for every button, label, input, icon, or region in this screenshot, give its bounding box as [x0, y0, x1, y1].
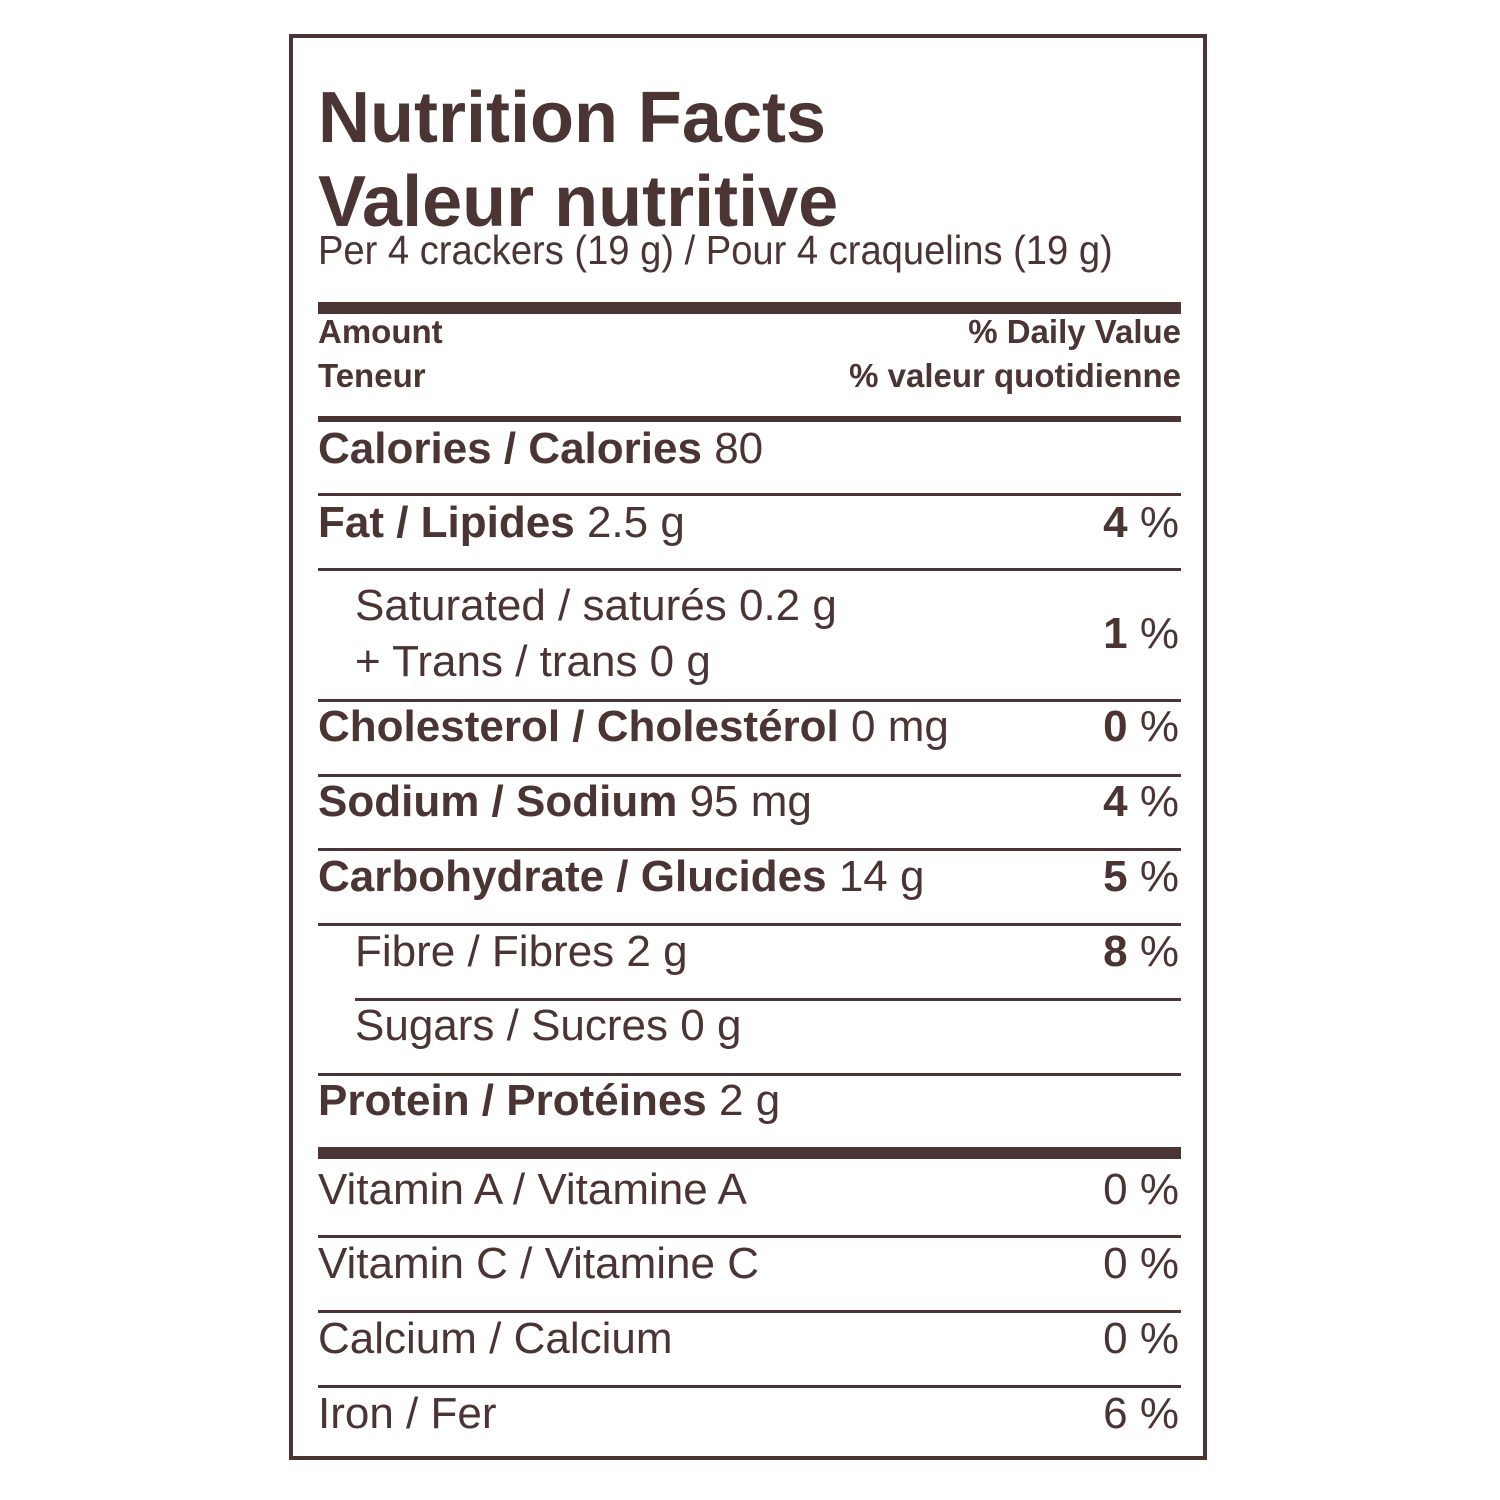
thick-divider-bottom: [318, 1147, 1181, 1159]
cholesterol-pct: 0 %: [1103, 702, 1179, 751]
calories-row: Calories / Calories 80: [318, 412, 1181, 486]
saturated-pct: 1 %: [1103, 609, 1179, 658]
thick-divider-top: [318, 302, 1181, 314]
vitamin-row: Calcium / Calcium 0 %: [318, 1302, 1181, 1376]
vitamin-pct: 0 %: [1103, 1165, 1179, 1214]
nutrition-facts-label: Nutrition Facts Valeur nutritive Per 4 c…: [289, 34, 1207, 1460]
divider: [318, 1235, 1181, 1238]
divider: [318, 568, 1181, 571]
header-dv-en: % Daily Value: [968, 313, 1181, 350]
header-dv-fr: % valeur quotidienne: [849, 357, 1181, 394]
serving-size: Per 4 crackers (19 g) / Pour 4 craquelin…: [318, 227, 1113, 273]
fibre-row: Fibre / Fibres 2 g 8 %: [318, 915, 1181, 989]
fibre-text: Fibre / Fibres 2 g: [355, 927, 688, 976]
cholesterol-text: Cholesterol / Cholestérol 0 mg: [318, 702, 949, 751]
divider: [318, 493, 1181, 496]
vitamin-pct: 0 %: [1103, 1239, 1179, 1288]
fibre-pct: 8 %: [1103, 927, 1179, 976]
sodium-pct: 4 %: [1103, 777, 1179, 826]
carbohydrate-row: Carbohydrate / Glucides 14 g 5 %: [318, 840, 1181, 914]
divider: [318, 848, 1181, 851]
vitamin-row: Vitamin A / Vitamine A 0 %: [318, 1153, 1181, 1227]
protein-row: Protein / Protéines 2 g: [318, 1064, 1181, 1138]
divider: [318, 1073, 1181, 1076]
vitamin-pct: 6 %: [1103, 1389, 1179, 1438]
vitamin-label: Calcium / Calcium: [318, 1314, 673, 1363]
title-english: Nutrition Facts: [318, 78, 827, 158]
sodium-text: Sodium / Sodium 95 mg: [318, 777, 812, 826]
protein-text: Protein / Protéines 2 g: [318, 1076, 781, 1125]
fat-row: Fat / Lipides 2.5 g 4 %: [318, 486, 1181, 560]
medium-divider: [318, 416, 1181, 422]
vitamin-row: Iron / Fer 6 %: [318, 1377, 1181, 1451]
divider: [318, 1310, 1181, 1313]
title-french: Valeur nutritive: [318, 162, 839, 242]
vitamin-label: Vitamin A / Vitamine A: [318, 1165, 747, 1214]
vitamin-label: Vitamin C / Vitamine C: [318, 1239, 759, 1288]
header-amount-fr: Teneur: [318, 357, 426, 394]
fat-text: Fat / Lipides 2.5 g: [318, 498, 685, 547]
sugars-text: Sugars / Sucres 0 g: [355, 1001, 742, 1050]
vitamin-pct: 0 %: [1103, 1314, 1179, 1363]
divider: [318, 699, 1181, 702]
sodium-row: Sodium / Sodium 95 mg 4 %: [318, 765, 1181, 839]
divider: [318, 1385, 1181, 1388]
cholesterol-row: Cholesterol / Cholestérol 0 mg 0 %: [318, 690, 1181, 764]
sugars-row: Sugars / Sucres 0 g: [318, 989, 1181, 1063]
vitamin-row: Vitamin C / Vitamine C 0 %: [318, 1227, 1181, 1301]
saturated-row: Saturated / saturés 0.2 g + Trans / tran…: [318, 568, 1181, 700]
divider: [318, 774, 1181, 777]
calories-text: Calories / Calories 80: [318, 424, 764, 473]
carbohydrate-text: Carbohydrate / Glucides 14 g: [318, 852, 925, 901]
header-amount-en: Amount: [318, 313, 443, 350]
label-content: Nutrition Facts Valeur nutritive Per 4 c…: [318, 38, 1181, 1456]
fat-pct: 4 %: [1103, 498, 1179, 547]
divider: [355, 998, 1181, 1001]
carbohydrate-pct: 5 %: [1103, 852, 1179, 901]
saturated-text: Saturated / saturés 0.2 g + Trans / tran…: [355, 581, 837, 686]
vitamin-label: Iron / Fer: [318, 1389, 497, 1438]
divider: [318, 923, 1181, 926]
